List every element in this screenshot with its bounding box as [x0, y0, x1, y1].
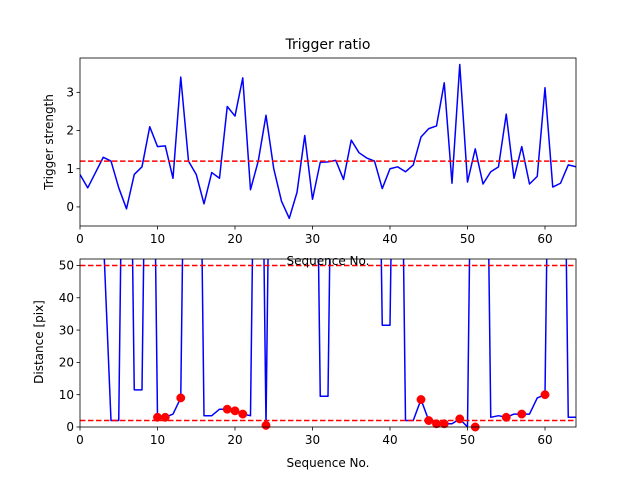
distance-marker-point [230, 406, 240, 416]
bottom-xtick-label: 10 [150, 433, 165, 447]
distance-marker-point [416, 395, 426, 404]
distance-marker-point [160, 412, 170, 422]
top-xtick-label: 60 [537, 232, 552, 246]
bottom-xtick-label: 30 [305, 433, 320, 447]
trigger-ratio-axes: Trigger ratio Trigger strength Sequence … [42, 37, 577, 268]
top-xtick-label: 20 [227, 232, 242, 246]
bottom-xtick-label: 0 [76, 433, 84, 447]
distance-marker-point [176, 393, 186, 403]
distance-marker-point [439, 419, 449, 429]
trigger-strength-line [80, 63, 576, 220]
bottom-ytick-label: 20 [59, 356, 74, 370]
bottom-ytick-label: 40 [59, 291, 74, 305]
top-axes-frame [79, 57, 577, 227]
top-xtick-label: 0 [76, 232, 84, 246]
distance-marker-point [424, 416, 434, 425]
top-chart-title: Trigger ratio [284, 37, 370, 53]
top-ytick-label: 2 [66, 124, 74, 138]
bottom-ytick-label: 50 [59, 259, 74, 273]
bottom-chart-xlabel: Sequence No. [287, 456, 370, 470]
distance-marker-point [153, 412, 162, 422]
top-xtick-label: 30 [305, 232, 320, 246]
distance-marker-point [540, 390, 550, 400]
top-xtick-label: 40 [382, 232, 397, 246]
distance-marker-point [501, 412, 511, 422]
bottom-xtick-label: 20 [227, 433, 242, 447]
top-chart-xlabel: Sequence No. [287, 254, 370, 268]
distance-marker-point [517, 409, 527, 419]
bottom-xtick-label: 40 [382, 433, 397, 447]
distance-marker-point [222, 404, 232, 414]
top-chart-ylabel: Trigger strength [42, 94, 56, 191]
bottom-xtick-label: 50 [460, 433, 475, 447]
distance-marker-point [238, 409, 248, 419]
top-xtick-label: 50 [460, 232, 475, 246]
bottom-axes-frame [79, 258, 577, 428]
top-ytick-label: 0 [66, 200, 74, 214]
distance-axes: Distance [pix] Sequence No. 0 10 20 30 40 50 6… [32, 258, 577, 470]
top-ytick-label: 1 [66, 162, 74, 176]
bottom-chart-ylabel: Distance [pix] [32, 300, 46, 384]
top-ytick-label: 3 [66, 86, 74, 100]
bottom-ytick-label: 0 [66, 420, 74, 434]
bottom-xtick-label: 60 [537, 433, 552, 447]
distance-marker-point [261, 420, 271, 430]
bottom-ytick-label: 30 [59, 323, 74, 337]
distance-marker-point [455, 414, 465, 424]
distance-line [103, 259, 576, 427]
top-xtick-label: 10 [150, 232, 165, 246]
bottom-ytick-label: 10 [59, 388, 74, 402]
